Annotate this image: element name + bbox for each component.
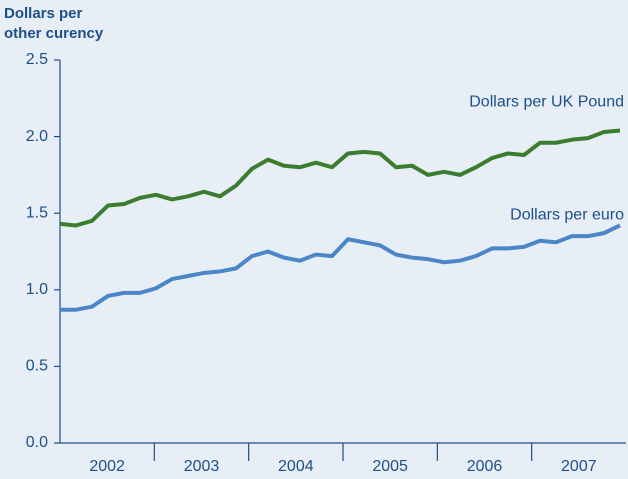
x-tick-label: 2006: [467, 458, 503, 475]
series-line: [59, 128, 621, 228]
series-label: Dollars per euro: [510, 207, 624, 224]
x-tick-label: 2003: [184, 458, 220, 475]
y-tick-label: 1.5: [26, 204, 48, 221]
y-tick-label: 1.0: [26, 281, 48, 298]
y-axis-label: Dollars per: [4, 5, 83, 22]
series-label: Dollars per UK Pound: [469, 94, 624, 111]
x-tick-label: 2002: [89, 458, 125, 475]
y-tick-label: 0.5: [26, 358, 48, 375]
y-axis-label: other curency: [4, 25, 104, 42]
y-tick-label: 2.5: [26, 51, 48, 68]
x-tick-label: 2004: [278, 458, 314, 475]
y-tick-label: 2.0: [26, 128, 48, 145]
x-tick-label: 2007: [561, 458, 597, 475]
y-tick-label: 0.0: [26, 434, 48, 451]
series-line: [60, 223, 621, 312]
x-tick-label: 2005: [372, 458, 408, 475]
